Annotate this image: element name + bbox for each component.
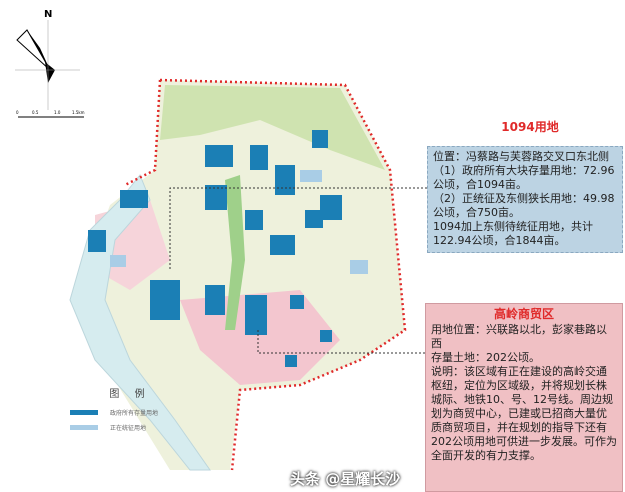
green-area: [160, 85, 385, 170]
legend-swatch: [70, 410, 98, 415]
parcel: [320, 195, 342, 220]
parcel: [290, 295, 304, 309]
parcel: [270, 235, 295, 255]
legend: 图 例 政府所有存量用地 正在统征用地: [70, 385, 190, 438]
info-line: 说明：该区域有正在建设的高岭交通枢纽，定位为区域级，并将规划长株城际、地铁10、…: [431, 365, 617, 462]
info-line: 位置：冯蔡路与芙蓉路交叉口东北侧: [433, 150, 609, 163]
legend-item: 正在统征用地: [70, 423, 190, 432]
parcel: [205, 285, 225, 315]
parcel: [300, 170, 322, 182]
scale-label: 0: [16, 110, 19, 115]
parcel: [205, 185, 227, 210]
legend-label: 政府所有存量用地: [110, 410, 159, 417]
parcel: [250, 145, 268, 170]
info-line: （1）政府所有大块存量用地：72.96公顷，合1094亩。: [433, 164, 615, 191]
legend-swatch: [70, 425, 98, 430]
site2-title: 高岭商贸区: [493, 307, 554, 321]
parcel: [120, 190, 148, 208]
parcel: [305, 210, 323, 228]
info-line: 用地位置：兴联路以北，彭家巷路以西: [431, 323, 607, 350]
planning-boundary: [124, 78, 407, 471]
green-corridor: [225, 175, 245, 330]
parcels: [88, 130, 342, 367]
scale-label: 1.5km: [72, 110, 85, 115]
legend-title: 图 例: [109, 389, 151, 400]
info-line: （2）正统征及东侧狭长用地：49.98公顷，合750亩。: [433, 192, 615, 219]
site1-info-box: 位置：冯蔡路与芙蓉路交叉口东北侧 （1）政府所有大块存量用地：72.96公顷，合…: [427, 146, 623, 253]
watermark: 头条 @星耀长沙: [290, 470, 401, 488]
legend-label: 正在统征用地: [110, 425, 147, 432]
scale-label: 0.5: [32, 110, 39, 115]
legend-item: 政府所有存量用地: [70, 408, 190, 417]
site1-title: 1094用地: [501, 120, 559, 134]
north-arrow-icon: [15, 20, 84, 118]
info-line: 存量土地：202公顷。: [431, 351, 540, 364]
site2-info-box: 高岭商贸区 用地位置：兴联路以北，彭家巷路以西 存量土地：202公顷。 说明：该…: [425, 303, 623, 492]
parcel: [245, 210, 263, 230]
parcel: [350, 260, 368, 274]
parcel: [275, 165, 295, 195]
parcel: [150, 280, 180, 320]
leader-line-1094: [169, 187, 427, 270]
parcel: [205, 145, 233, 167]
north-label: N: [44, 9, 52, 20]
parcel: [320, 330, 332, 342]
parcel: [88, 230, 106, 252]
info-line: 1094加上东侧待统征用地，共计122.94公顷，合1844亩。: [433, 220, 593, 247]
parcel: [312, 130, 328, 148]
scale-label: 1.0: [54, 110, 61, 115]
parcels-light: [110, 170, 368, 274]
parcel: [110, 255, 126, 267]
parcel: [285, 355, 297, 367]
parcel: [245, 295, 267, 335]
